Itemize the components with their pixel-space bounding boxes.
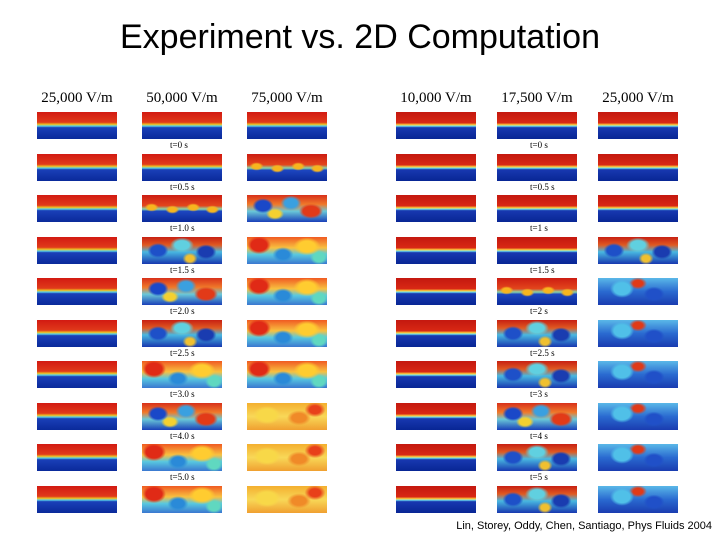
right-time-label: t=1 s (530, 223, 548, 233)
left-simulation-panel (142, 195, 222, 222)
right-simulation-panel (497, 112, 577, 139)
left-simulation-panel (37, 112, 117, 139)
right-simulation-panel (598, 278, 678, 305)
right-simulation-panel (598, 236, 678, 264)
left-simulation-panel (142, 112, 222, 139)
right-simulation-panel (497, 236, 577, 264)
left-simulation-panel (37, 485, 117, 513)
left-time-label: t=4.0 s (170, 430, 195, 441)
left-simulation-panel (142, 319, 222, 347)
right-simulation-panel (396, 278, 476, 305)
right-simulation-panel (396, 444, 476, 471)
right-time-label: t=2 s (530, 306, 548, 316)
left-time-label: t=0 s (170, 140, 188, 150)
right-time-label: t=0.5 s (530, 181, 555, 192)
citation: Lin, Storey, Oddy, Chen, Santiago, Phys … (456, 520, 712, 532)
left-simulation-panel (247, 319, 327, 347)
left-column-label: 75,000 V/m (251, 90, 323, 106)
right-simulation-panel (497, 361, 577, 388)
left-simulation-panel (247, 278, 327, 305)
left-time-label: t=2.0 s (170, 306, 195, 316)
right-simulation-panel (497, 195, 577, 222)
right-simulation-panel (598, 195, 678, 222)
right-simulation-panel (497, 319, 577, 347)
right-simulation-panel (598, 361, 678, 388)
right-time-label: t=1.5 s (530, 264, 555, 275)
left-column-label: 25,000 V/m (41, 90, 113, 106)
page-title: Experiment vs. 2D Computation (120, 18, 600, 56)
right-simulation-panel (396, 112, 476, 139)
right-simulation-panel (396, 236, 476, 264)
left-simulation-panel (247, 402, 327, 430)
right-simulation-panel (396, 319, 476, 347)
left-simulation-panel (247, 485, 327, 513)
left-time-label: t=1.5 s (170, 264, 195, 275)
left-time-label: t=3.0 s (170, 389, 195, 399)
left-simulation-panel (247, 153, 327, 181)
right-simulation-panel (497, 444, 577, 471)
left-simulation-panel (247, 444, 327, 471)
left-simulation-panel (37, 402, 117, 430)
left-simulation-panel (142, 485, 222, 513)
right-simulation-panel (598, 485, 678, 513)
left-simulation-panel (142, 153, 222, 181)
left-simulation-panel (142, 444, 222, 471)
left-simulation-panel (247, 236, 327, 264)
right-simulation-panel (598, 153, 678, 181)
right-simulation-panel (396, 153, 476, 181)
right-time-label: t=5 s (530, 472, 548, 482)
left-simulation-panel (142, 278, 222, 305)
left-simulation-panel (37, 195, 117, 222)
right-simulation-panel (497, 153, 577, 181)
left-simulation-panel (37, 444, 117, 471)
right-time-label: t=3 s (530, 389, 548, 399)
left-simulation-panel (37, 319, 117, 347)
left-simulation-panel (142, 236, 222, 264)
right-simulation-panel (497, 278, 577, 305)
left-simulation-panel (142, 361, 222, 388)
left-time-label: t=2.5 s (170, 347, 195, 358)
right-column-label: 17,500 V/m (501, 90, 573, 106)
left-time-label: t=0.5 s (170, 181, 195, 192)
right-column-label: 25,000 V/m (602, 90, 674, 106)
left-simulation-panel (37, 153, 117, 181)
left-simulation-panel (142, 402, 222, 430)
left-simulation-panel (37, 278, 117, 305)
right-time-label: t=4 s (530, 430, 548, 441)
right-simulation-panel (396, 195, 476, 222)
right-simulation-panel (497, 402, 577, 430)
left-time-label: t=1.0 s (170, 223, 195, 233)
left-simulation-panel (37, 236, 117, 264)
right-column-label: 10,000 V/m (400, 90, 472, 106)
left-simulation-panel (247, 112, 327, 139)
right-time-label: t=0 s (530, 140, 548, 150)
right-simulation-panel (497, 485, 577, 513)
right-simulation-panel (598, 444, 678, 471)
right-simulation-panel (598, 112, 678, 139)
left-column-label: 50,000 V/m (146, 90, 218, 106)
right-simulation-panel (598, 319, 678, 347)
right-simulation-panel (396, 485, 476, 513)
left-simulation-panel (37, 361, 117, 388)
left-time-label: t=5.0 s (170, 472, 195, 482)
right-simulation-panel (396, 361, 476, 388)
right-time-label: t=2.5 s (530, 347, 555, 358)
right-simulation-panel (396, 402, 476, 430)
left-simulation-panel (247, 195, 327, 222)
right-simulation-panel (598, 402, 678, 430)
left-simulation-panel (247, 361, 327, 388)
